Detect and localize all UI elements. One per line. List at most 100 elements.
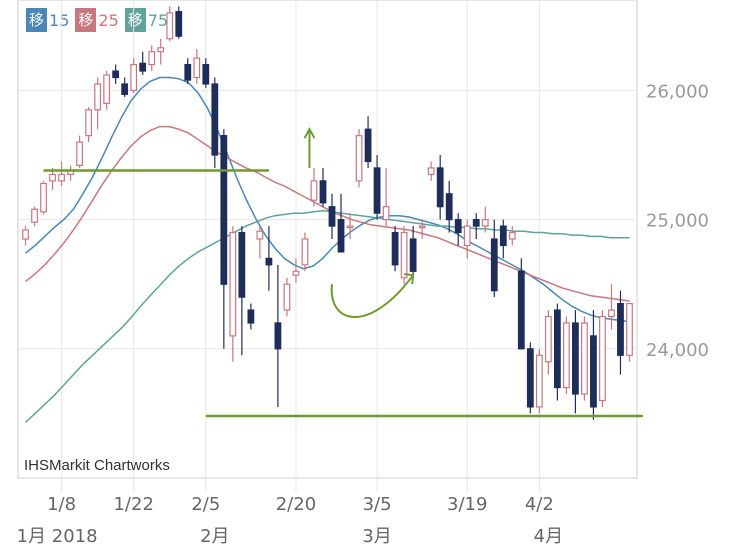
candle-up	[581, 322, 588, 395]
x-tick-label: 2/5	[191, 494, 220, 515]
candle-down	[202, 63, 210, 85]
month-label: 2月	[200, 526, 229, 547]
candle-up	[535, 354, 543, 408]
x-tick-label: 3/19	[447, 494, 487, 515]
x-tick-label: 3/5	[363, 494, 392, 515]
candle-down	[319, 180, 327, 204]
candle-up	[427, 167, 435, 176]
legend-item-ma25[interactable]: 移 25	[75, 8, 119, 32]
candle-up	[31, 208, 38, 223]
ma-line-25	[25, 125, 630, 302]
candle-down	[517, 270, 525, 350]
candle-up	[40, 182, 47, 213]
candle-up	[544, 315, 552, 363]
candle-down	[112, 70, 120, 79]
candle-down	[454, 219, 462, 234]
candle-up	[283, 283, 291, 311]
legend-period-ma75: 75	[147, 10, 169, 30]
grid	[18, 0, 637, 492]
candle-down	[220, 135, 228, 285]
candle-down	[590, 335, 597, 408]
candle-up	[193, 57, 201, 79]
candle-down	[436, 167, 444, 208]
x-tick-label: 4/2	[525, 494, 554, 515]
candle-down	[526, 348, 534, 408]
legend-item-ma75[interactable]: 移 75	[124, 8, 169, 32]
candle-up	[400, 231, 408, 279]
candle-down	[472, 219, 480, 227]
candle-up	[103, 74, 111, 104]
candle-up	[166, 12, 174, 40]
candle-down	[337, 219, 345, 253]
candle-down	[391, 231, 399, 266]
candle-up	[292, 270, 300, 276]
candle-up	[130, 63, 138, 92]
candle-up	[599, 315, 606, 402]
y-tick-label: 24,000	[646, 340, 709, 361]
candle-down	[184, 63, 192, 81]
candle-down	[490, 238, 498, 292]
candle-up	[148, 51, 156, 66]
candle-down	[139, 62, 147, 72]
candle-up	[463, 225, 471, 247]
moving-averages	[24, 76, 630, 423]
month-label: 3月	[362, 526, 391, 547]
ma-line-75	[24, 209, 630, 423]
candle-up	[49, 173, 56, 182]
month-label: 1月 2018	[17, 526, 98, 547]
candle-down	[553, 309, 561, 389]
legend-item-ma15[interactable]: 移 15	[26, 8, 69, 32]
candle-up	[310, 180, 318, 201]
candle-up	[346, 225, 354, 229]
y-tick-label: 25,000	[646, 211, 709, 232]
candle-up	[85, 109, 93, 137]
plot-frame	[17, 0, 638, 479]
legend: 移 15 移 25 移 75	[26, 8, 168, 32]
candle-down	[211, 83, 219, 156]
candle-up	[229, 231, 237, 337]
candle-down	[364, 128, 372, 163]
legend-badge-ma75: 移	[124, 8, 146, 32]
curve-arrow-annotation	[330, 273, 415, 318]
legend-badge-ma25: 移	[75, 8, 97, 32]
candle-up	[382, 206, 390, 221]
candle-up	[256, 230, 264, 240]
candle-up	[301, 238, 309, 266]
axes: 24,000 25,000 26,000 1/8 1/22 2/5 2/20 3/5 3/19 4…	[17, 81, 709, 547]
legend-period-ma15: 15	[49, 10, 70, 30]
candle-down	[373, 167, 381, 214]
candle-up	[157, 47, 165, 53]
candle-down	[247, 309, 255, 324]
candle-up	[58, 173, 65, 182]
x-tick-label: 2/20	[276, 494, 316, 515]
candle-down	[274, 322, 282, 350]
up-arrow-annotation	[303, 127, 316, 168]
candle-up	[22, 229, 29, 240]
candle-up	[481, 219, 489, 227]
candle-up	[76, 141, 83, 166]
candle-down	[409, 238, 417, 272]
month-label: 4月	[534, 526, 563, 547]
legend-period-ma25: 25	[98, 10, 119, 30]
candle-up	[608, 309, 615, 318]
candle-down	[328, 206, 336, 227]
candles	[22, 6, 633, 420]
candle-up	[626, 302, 633, 356]
x-tick-label: 1/22	[113, 494, 153, 515]
candle-up	[355, 135, 363, 182]
candle-down	[499, 225, 507, 247]
candle-up	[562, 322, 570, 389]
candle-down	[121, 83, 129, 95]
x-tick-label: 1/8	[47, 494, 76, 515]
candle-down	[572, 322, 579, 395]
y-tick-label: 26,000	[646, 81, 709, 102]
candle-down	[445, 193, 453, 221]
candle-down	[175, 11, 183, 37]
candle-down	[617, 302, 624, 356]
candle-up	[508, 231, 516, 240]
candle-up	[94, 83, 102, 111]
candle-down	[238, 231, 246, 298]
candle-down	[265, 257, 273, 266]
candle-up	[418, 225, 426, 229]
